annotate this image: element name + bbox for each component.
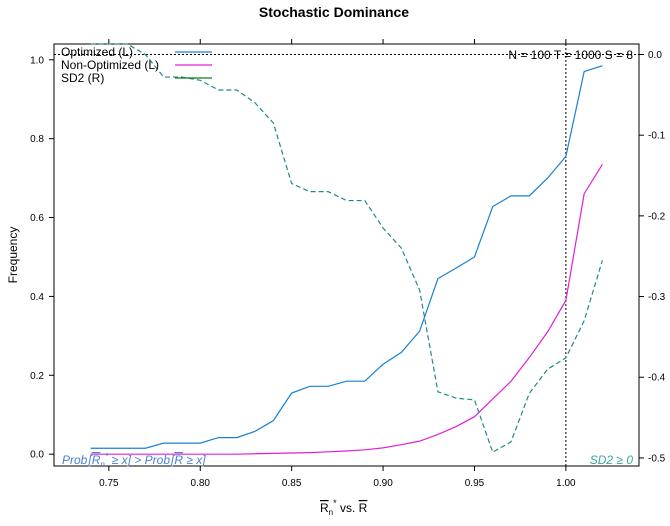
legend: Optimized (L)Non-Optimized (L)SD2 (R) (61, 45, 212, 85)
x-label-base-2: R (359, 501, 368, 515)
annotation-prob-1: Prob (62, 453, 88, 467)
y-left-tick-label: 0.4 (30, 292, 44, 303)
annotation-op-1: ≥ x (108, 453, 128, 467)
y-right-tick-label: -0.4 (648, 373, 666, 384)
y-left-tick-label: 0.0 (30, 450, 44, 461)
annotation-sup-1: * (105, 451, 109, 461)
x-tick-label: 0.90 (373, 478, 393, 489)
annotation-r-1: R (92, 453, 101, 467)
y-left-tick-label: 0.2 (30, 371, 44, 382)
y-right-tick-label: 0.0 (648, 50, 662, 61)
annotation-left: Prob[Rn* ≥ x] > Prob[R ≥ x] (62, 451, 206, 469)
y-axis-label: Frequency (6, 227, 20, 284)
x-label-sup: * (333, 498, 337, 508)
annotation-gt: > (131, 453, 145, 467)
plot-frame (53, 43, 640, 467)
y-right-tick-label: -0.5 (648, 453, 666, 464)
x-tick-label: 1.00 (556, 478, 576, 489)
series-line-3 (90, 43, 604, 454)
y-axis-right: 0.0 -0.1 -0.2 -0.3 -0.4 -0.5 (639, 50, 666, 464)
series-line-1 (90, 65, 603, 449)
series-layer (90, 43, 604, 455)
y-right-tick-label: -0.3 (648, 292, 666, 303)
x-axis-label: Rn* vs. R (320, 498, 368, 517)
x-tick-label: 0.75 (99, 478, 119, 489)
y-right-tick-label: -0.2 (648, 211, 666, 222)
y-left-tick-label: 1.0 (30, 55, 44, 66)
legend-label-3: SD2 (R) (61, 71, 104, 85)
y-axis-left: 0.0 0.2 0.4 0.6 0.8 1.0 (30, 55, 54, 461)
x-tick-label: 0.85 (282, 478, 302, 489)
series-line-2 (90, 163, 603, 455)
x-axis-top (108, 39, 567, 44)
annotation-sub-1: n (100, 460, 105, 469)
x-label-base: R (320, 501, 329, 515)
chart-title: Stochastic Dominance (259, 4, 409, 20)
annotation-r-2: R (174, 453, 183, 467)
y-left-tick-label: 0.8 (30, 134, 44, 145)
annotation-prob-2: Prob (145, 453, 171, 467)
y-left-tick-label: 0.6 (30, 213, 44, 224)
y-right-tick-label: -0.1 (648, 131, 666, 142)
annotation-op-2: ≥ x (183, 453, 203, 467)
x-axis-bottom: 0.75 0.80 0.85 0.90 0.95 1.00 (99, 466, 576, 489)
x-tick-label: 0.80 (191, 478, 211, 489)
annotation-right: SD2 ≥ 0 (590, 453, 634, 467)
legend-label-1: Optimized (L) (61, 45, 133, 59)
legend-label-2: Non-Optimized (L) (61, 58, 159, 72)
x-label-sub: n (329, 508, 333, 517)
info-text: N = 100 T = 1000 S = 8 (508, 48, 633, 62)
x-label-vs: vs. (337, 501, 359, 515)
x-tick-label: 0.95 (465, 478, 485, 489)
